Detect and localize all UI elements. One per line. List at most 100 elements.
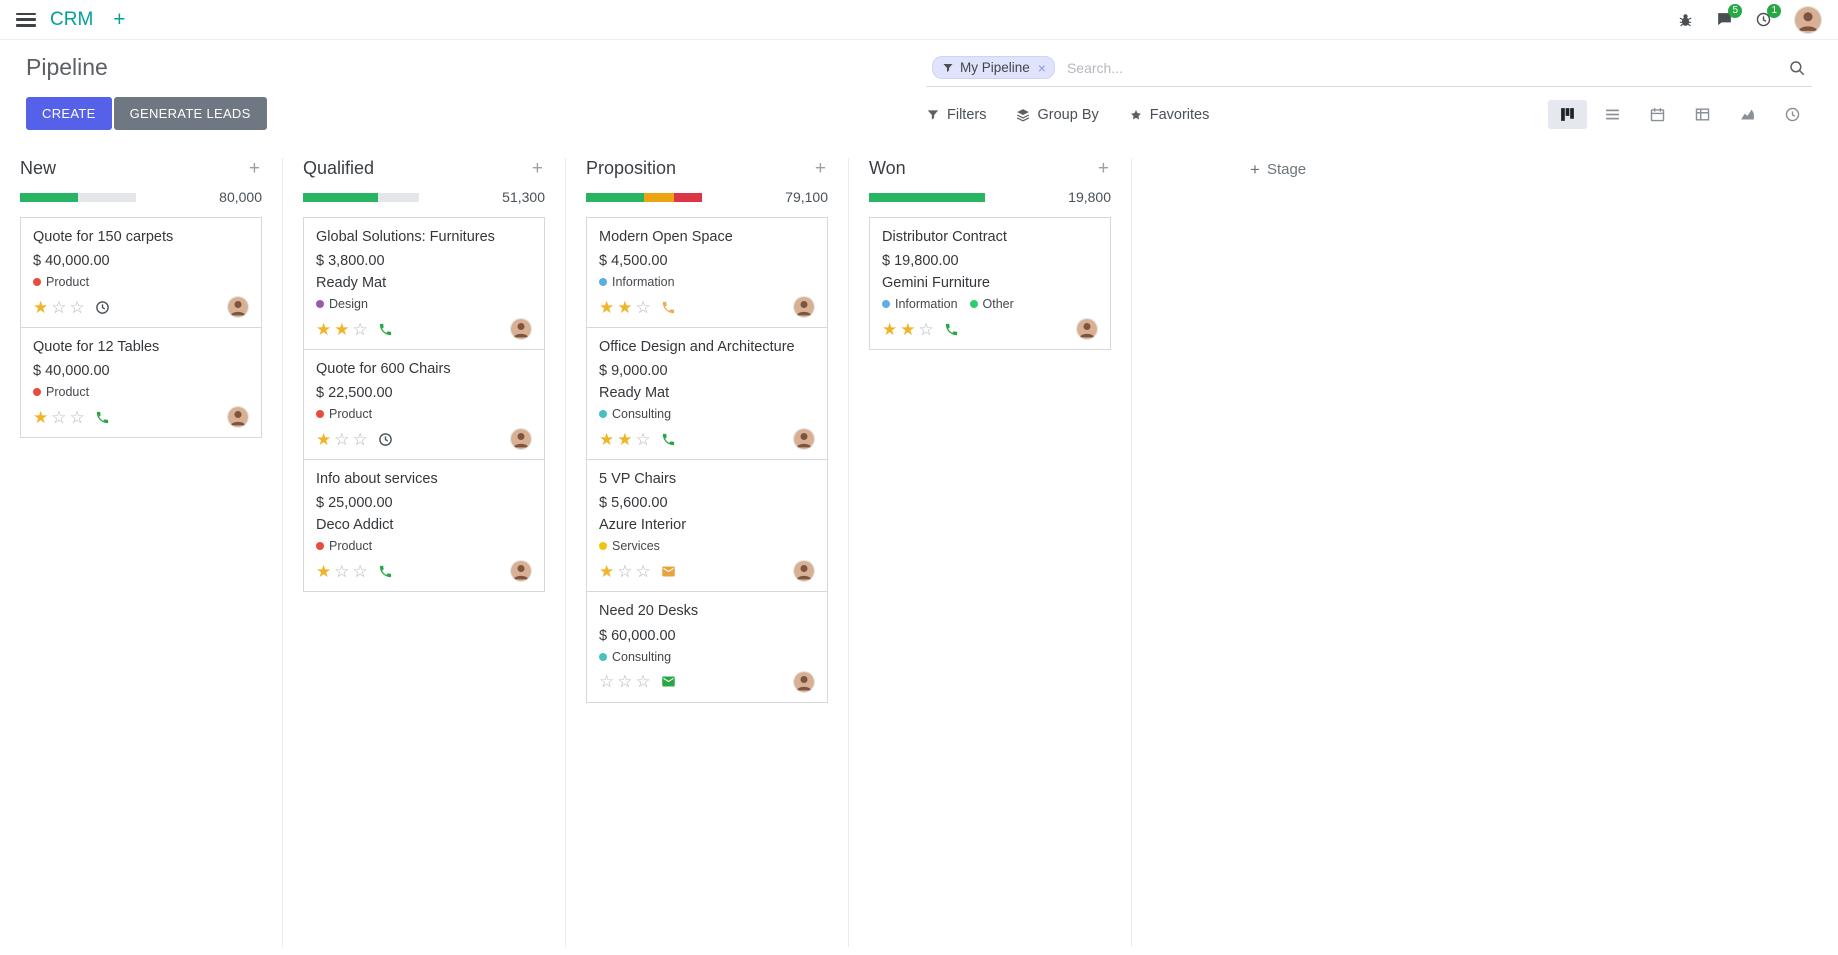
calendar-view-icon[interactable] — [1638, 100, 1677, 129]
kanban-card[interactable]: Quote for 150 carpets $ 40,000.00 Produc… — [20, 217, 262, 329]
column-progressbar[interactable] — [586, 192, 702, 202]
column-add-record-icon[interactable]: + — [814, 158, 826, 179]
column-title[interactable]: New — [20, 158, 57, 178]
group-by-menu-button[interactable]: Group By — [1016, 107, 1099, 123]
list-view-icon[interactable] — [1593, 100, 1632, 129]
priority-star-icon[interactable]: ☆ — [334, 561, 350, 581]
phone-activity-icon[interactable] — [378, 322, 393, 337]
search-icon[interactable] — [1788, 59, 1806, 77]
priority-star-icon[interactable]: ☆ — [69, 407, 85, 427]
salesperson-avatar — [227, 296, 249, 319]
envelope-activity-icon[interactable] — [661, 674, 676, 689]
search-input[interactable] — [1064, 58, 1788, 77]
activity-view-icon[interactable] — [1773, 100, 1812, 129]
kanban-card[interactable]: Quote for 12 Tables $ 40,000.00 Product … — [20, 327, 262, 439]
tag-color-dot — [599, 542, 607, 551]
kanban-card[interactable]: 5 VP Chairs $ 5,600.00 Azure Interior Se… — [586, 459, 828, 593]
quick-add-icon[interactable]: + — [109, 9, 129, 30]
search-bar[interactable]: My Pipeline × — [926, 52, 1812, 87]
priority-star-icon[interactable]: ☆ — [635, 429, 651, 449]
priority-star-icon[interactable]: ☆ — [635, 672, 651, 691]
progress-segment[interactable] — [869, 192, 985, 202]
column-cards: Distributor Contract $ 19,800.00 Gemini … — [869, 217, 1111, 351]
priority-star-icon[interactable]: ☆ — [334, 429, 350, 449]
priority-star-icon[interactable]: ★ — [316, 561, 332, 581]
column-progressbar[interactable] — [20, 192, 136, 202]
kanban-view-icon[interactable] — [1548, 100, 1587, 129]
column-add-record-icon[interactable]: + — [248, 158, 260, 179]
filters-menu-button[interactable]: Filters — [926, 107, 986, 123]
facet-remove-icon[interactable]: × — [1037, 59, 1046, 76]
priority-star-icon[interactable]: ★ — [617, 429, 633, 449]
priority-star-icon[interactable]: ★ — [900, 319, 916, 339]
priority-star-icon[interactable]: ☆ — [635, 297, 651, 317]
user-avatar[interactable] — [1794, 5, 1822, 34]
priority-star-icon[interactable]: ★ — [617, 297, 633, 317]
priority-star-icon[interactable]: ☆ — [51, 297, 67, 317]
apps-menu-icon[interactable] — [16, 12, 36, 27]
messages-icon[interactable]: 5 — [1716, 4, 1742, 28]
kanban-card[interactable]: Info about services $ 25,000.00 Deco Add… — [303, 459, 545, 593]
favorites-menu-button[interactable]: Favorites — [1129, 107, 1209, 123]
column-title[interactable]: Proposition — [586, 158, 677, 178]
kanban-card[interactable]: Need 20 Desks $ 60,000.00 Consulting ☆ ☆ ☆ — [586, 591, 828, 703]
tag-color-dot — [969, 300, 978, 309]
messages-badge: 5 — [1728, 4, 1742, 18]
bug-icon[interactable] — [1677, 11, 1694, 28]
priority-star-icon[interactable]: ★ — [316, 429, 332, 449]
phone-activity-icon[interactable] — [661, 432, 676, 447]
priority-star-icon[interactable]: ☆ — [352, 429, 368, 449]
progress-segment[interactable] — [644, 192, 675, 202]
column-progressbar[interactable] — [303, 192, 419, 202]
generate-leads-button[interactable]: GENERATE LEADS — [113, 97, 267, 130]
phone-activity-icon[interactable] — [944, 322, 959, 337]
column-progressbar[interactable] — [869, 192, 985, 202]
priority-star-icon[interactable]: ★ — [33, 407, 49, 427]
column-add-record-icon[interactable]: + — [531, 158, 543, 179]
priority-star-icon[interactable]: ☆ — [69, 297, 85, 317]
add-stage-label: Stage — [1266, 161, 1307, 178]
create-button[interactable]: CREATE — [26, 97, 112, 130]
card-amount: $ 4,500.00 — [599, 253, 668, 270]
priority-star-icon[interactable]: ☆ — [918, 319, 934, 339]
search-facet[interactable]: My Pipeline × — [932, 56, 1055, 79]
envelope-activity-icon[interactable] — [661, 564, 676, 579]
phone-activity-icon[interactable] — [378, 564, 393, 579]
column-title[interactable]: Won — [869, 158, 906, 178]
progress-segment[interactable] — [303, 192, 379, 202]
priority-star-icon[interactable]: ★ — [599, 561, 615, 581]
kanban-card[interactable]: Office Design and Architecture $ 9,000.0… — [586, 327, 828, 461]
kanban-card[interactable]: Distributor Contract $ 19,800.00 Gemini … — [869, 217, 1111, 351]
priority-star-icon[interactable]: ☆ — [599, 672, 615, 691]
activities-clock-icon[interactable]: 1 — [1755, 4, 1781, 28]
column-title[interactable]: Qualified — [303, 158, 375, 178]
priority-star-icon[interactable]: ★ — [882, 319, 898, 339]
clock-activity-icon[interactable] — [378, 432, 393, 447]
card-title: Global Solutions: Furnitures — [316, 229, 495, 245]
progress-segment[interactable] — [674, 192, 702, 202]
priority-star-icon[interactable]: ☆ — [352, 319, 368, 339]
column-add-record-icon[interactable]: + — [1097, 158, 1109, 179]
priority-star-icon[interactable]: ☆ — [617, 561, 633, 581]
graph-view-icon[interactable] — [1728, 100, 1767, 129]
priority-star-icon[interactable]: ★ — [599, 297, 615, 317]
priority-star-icon[interactable]: ☆ — [635, 561, 651, 581]
pivot-view-icon[interactable] — [1683, 100, 1722, 129]
priority-star-icon[interactable]: ★ — [316, 319, 332, 339]
phone-activity-icon[interactable] — [661, 300, 676, 315]
progress-segment[interactable] — [586, 192, 644, 202]
phone-activity-icon[interactable] — [95, 410, 110, 425]
kanban-card[interactable]: Quote for 600 Chairs $ 22,500.00 Product… — [303, 349, 545, 461]
priority-star-icon[interactable]: ☆ — [51, 407, 67, 427]
priority-star-icon[interactable]: ★ — [33, 297, 49, 317]
app-name[interactable]: CRM — [50, 8, 94, 30]
priority-star-icon[interactable]: ★ — [334, 319, 350, 339]
kanban-card[interactable]: Modern Open Space $ 4,500.00 Information… — [586, 217, 828, 329]
clock-activity-icon[interactable] — [95, 300, 110, 315]
add-stage-button[interactable]: + Stage — [1250, 161, 1306, 178]
priority-star-icon[interactable]: ☆ — [352, 561, 368, 581]
priority-star-icon[interactable]: ★ — [599, 429, 615, 449]
progress-segment[interactable] — [20, 192, 78, 202]
priority-star-icon[interactable]: ☆ — [617, 672, 633, 691]
kanban-card[interactable]: Global Solutions: Furnitures $ 3,800.00 … — [303, 217, 545, 351]
